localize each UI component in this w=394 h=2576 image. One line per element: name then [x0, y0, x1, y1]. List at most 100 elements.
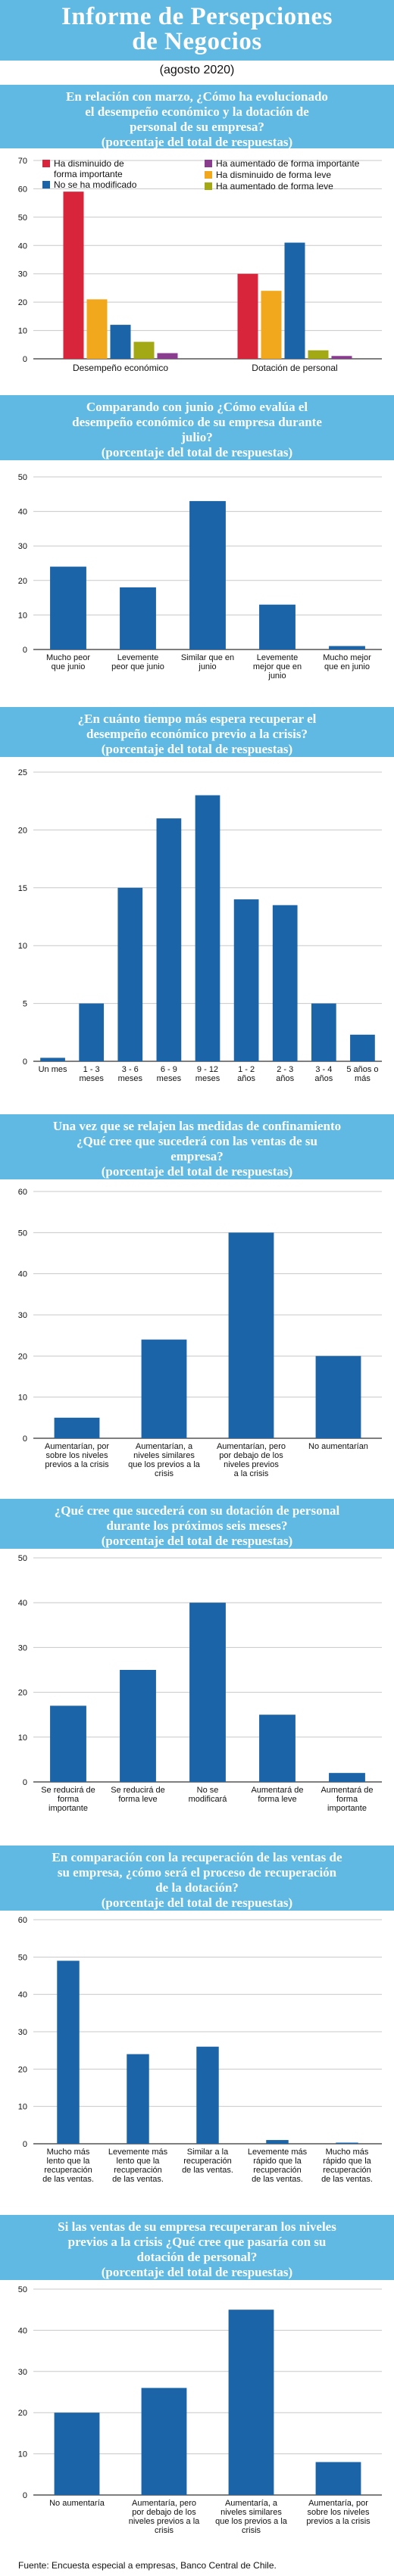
category-label: mejor que en: [253, 662, 302, 671]
bar: [86, 299, 108, 359]
category-label: Levemente: [117, 653, 158, 662]
category-label: Similar que en: [181, 653, 234, 662]
y-tick-label: 60: [18, 1188, 27, 1197]
category-label: de las ventas.: [112, 2175, 164, 2184]
category-label: sobre los niveles: [46, 1451, 108, 1460]
y-tick-label: 30: [18, 2028, 27, 2037]
category-label: sobre los niveles: [308, 2508, 370, 2517]
category-label: niveles similares: [220, 2508, 282, 2517]
category-label: 1 - 3: [83, 1065, 100, 1074]
category-label: 5 años o: [346, 1065, 378, 1074]
category-label: que junio: [52, 662, 86, 671]
bar: [50, 1705, 86, 1782]
question-line: durante los próximos seis meses?: [106, 1519, 288, 1533]
section-julio-vs-junio: Comparando con junio ¿Cómo evalúa el des…: [0, 395, 394, 707]
question-line: desempeño económico de su empresa durant…: [72, 415, 322, 429]
legend-swatch: [205, 182, 212, 190]
question-banner: Si las ventas de su empresa recuperaran …: [0, 2215, 394, 2280]
question-banner: ¿En cuánto tiempo más espera recuperar e…: [0, 707, 394, 757]
category-label: Se reducirá de: [111, 1786, 165, 1795]
bar: [54, 1417, 100, 1438]
category-label: crisis: [155, 2526, 174, 2535]
report-title-line-2: de Negocios: [132, 28, 262, 55]
category-label: recuperación: [44, 2166, 92, 2175]
bar: [308, 350, 329, 359]
category-label: Aumentarían, por: [45, 1442, 109, 1451]
chart-ventas-recuperadas: 0 10 20 30 40 50 No aumentaría Aumentaría, pero…: [18, 2285, 382, 2535]
y-tick-label: 10: [18, 1733, 27, 1743]
y-tick-label: 40: [18, 2326, 27, 2335]
category-label: meses: [79, 1074, 104, 1083]
section-ventas-recuperadas: Si las ventas de su empresa recuperaran …: [0, 2215, 394, 2557]
bar: [54, 2412, 100, 2495]
category-label: recuperación: [253, 2166, 302, 2175]
bar: [196, 2046, 219, 2144]
y-tick-label: 25: [18, 768, 27, 777]
y-tick-label: 50: [18, 2285, 27, 2294]
bar: [110, 325, 131, 359]
category-label: años: [276, 1074, 294, 1083]
report-header: Informe de Persepciones de Negocios (ago…: [0, 0, 394, 85]
question-line: En comparación con la recuperación de la…: [52, 1850, 342, 1864]
legend-swatch: [205, 160, 212, 167]
question-line: desempeño económico previo a la crisis?: [86, 727, 308, 741]
category-label: Aumentaría, pero: [132, 2499, 196, 2508]
bar: [259, 604, 296, 649]
category-label: de las ventas.: [321, 2175, 373, 2184]
y-tick-label: 30: [18, 270, 27, 279]
category-label: crisis: [155, 1469, 174, 1478]
category-label: 3 - 4: [315, 1065, 332, 1074]
bar: [50, 566, 86, 649]
category-label: crisis: [242, 2526, 261, 2535]
question-banner: ¿Qué cree que sucederá con su dotación d…: [0, 1499, 394, 1549]
category-label: rápido que la: [253, 2157, 302, 2166]
question-line: Si las ventas de su empresa recuperaran …: [58, 2219, 336, 2234]
category-label: Aumentará de: [321, 1786, 373, 1795]
question-subnote: (porcentaje del total de respuestas): [101, 2265, 293, 2279]
report-date: (agosto 2020): [159, 64, 235, 76]
bar: [141, 2388, 187, 2495]
bar: [272, 905, 298, 1061]
category-label: Aumentarían, pero: [217, 1442, 286, 1451]
y-tick-label: 50: [18, 1554, 27, 1563]
y-tick-label: 30: [18, 2368, 27, 2377]
y-tick-label: 50: [18, 473, 27, 482]
category-label: Un mes: [39, 1065, 67, 1074]
section-tiempo-recuperacion: ¿En cuánto tiempo más espera recuperar e…: [0, 707, 394, 1114]
bar: [57, 1961, 80, 2144]
bar: [315, 1356, 361, 1438]
bar: [315, 2462, 361, 2495]
y-tick-label: 50: [18, 213, 27, 223]
y-tick-label: 20: [18, 2065, 27, 2074]
category-label: que en junio: [324, 662, 370, 671]
bar: [189, 500, 226, 649]
category-label: importante: [327, 1804, 367, 1813]
bar: [120, 587, 156, 649]
y-tick-label: 30: [18, 542, 27, 551]
report-title-line-1: Informe de Persepciones: [61, 3, 333, 30]
bar: [63, 192, 84, 359]
category-label: niveles previos a la: [129, 2517, 200, 2526]
y-tick-label: 20: [18, 826, 27, 835]
bar: [189, 1603, 226, 1782]
bar: [120, 1670, 156, 1782]
category-label: recuperación: [323, 2166, 371, 2175]
question-subnote: (porcentaje del total de respuestas): [101, 1534, 293, 1548]
category-label: 1 - 2: [238, 1065, 255, 1074]
category-label: No aumentaría: [49, 2499, 105, 2508]
category-label: de las ventas.: [252, 2175, 303, 2184]
bar: [233, 899, 259, 1061]
question-subnote: (porcentaje del total de respuestas): [101, 742, 293, 756]
title-banner: Informe de Persepciones de Negocios: [0, 0, 394, 61]
question-banner: En relación con marzo, ¿Cómo ha evolucio…: [0, 85, 394, 149]
question-subnote: (porcentaje del total de respuestas): [101, 445, 293, 459]
bar: [117, 887, 143, 1061]
y-tick-label: 10: [18, 1394, 27, 1403]
category-label: por debajo de los: [219, 1451, 283, 1460]
question-banner: En comparación con la recuperación de la…: [0, 1846, 394, 1911]
section-evolucion-marzo: En relación con marzo, ¿Cómo ha evolucio…: [0, 85, 394, 395]
legend-swatch: [42, 181, 50, 188]
section-ventas-confinamiento: Una vez que se relajen las medidas de co…: [0, 1114, 394, 1499]
